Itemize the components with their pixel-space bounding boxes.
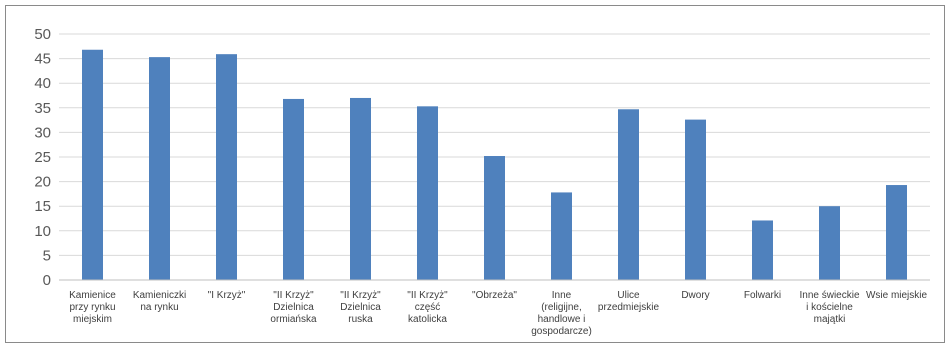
bar (886, 185, 907, 280)
x-tick-label-line: Dzielnica (340, 302, 381, 313)
x-tick-label-line: "II Krzyż" (273, 290, 314, 301)
x-tick-label-line: Inne świeckie (799, 290, 859, 301)
x-tick-label-line: Kamieniczki (133, 290, 186, 301)
gridlines (59, 33, 930, 256)
x-tick-label: "I Krzyż" (208, 290, 246, 301)
bars (82, 49, 907, 281)
x-tick-label-line: Dwory (681, 290, 709, 301)
y-tick-label: 30 (34, 124, 51, 141)
x-tick-label-line: "II Krzyż" (340, 290, 381, 301)
x-tick-label: "II Krzyż" część katolicka (407, 290, 448, 325)
x-tick-label-line: Inne (552, 290, 572, 301)
y-tick-label: 45 (34, 51, 51, 68)
x-tick-label: Kamieniczki na rynku (133, 290, 186, 313)
x-axis-ticks: Kamienice przy rynku miejskim Kamieniczki na… (69, 290, 927, 337)
x-tick-label-line: przy rynku (69, 302, 115, 313)
y-tick-label: 5 (43, 247, 51, 264)
x-tick-label-line: gospodarcze) (531, 326, 592, 337)
x-tick-label-line: "II Krzyż" (407, 290, 448, 301)
x-tick-label-line: Ulice (617, 290, 640, 301)
x-tick-label: "Obrzeża" (472, 290, 517, 301)
bar (417, 106, 438, 280)
x-tick-label-line: miejskim (73, 314, 112, 325)
y-tick-label: 25 (34, 149, 51, 166)
bar (618, 109, 639, 280)
bar (82, 49, 103, 280)
x-tick-label: "II Krzyż" Dzielnica ormiańska (270, 290, 317, 325)
x-tick-label-line: część (415, 302, 441, 313)
x-tick-label: Ulice przedmiejskie (598, 290, 660, 313)
x-tick-label-line: Wsie miejskie (866, 290, 928, 301)
y-tick-label: 50 (34, 26, 51, 43)
bar (685, 119, 706, 280)
x-tick-label-line: majątki (814, 314, 846, 325)
x-tick-label-line: i kościelne (806, 302, 853, 313)
y-tick-label: 10 (34, 223, 51, 240)
x-tick-label-line: na rynku (140, 302, 178, 313)
x-tick-label-line: handlowe i (538, 314, 586, 325)
bar (350, 97, 371, 281)
x-tick-label-line: "I Krzyż" (208, 290, 246, 301)
bar (283, 98, 304, 280)
x-tick-label-line: przedmiejskie (598, 302, 660, 313)
bar (752, 220, 773, 280)
x-tick-label: Folwarki (744, 290, 781, 301)
y-axis-ticks: 0 5 10 15 20 25 30 35 40 45 50 (34, 26, 51, 289)
y-tick-label: 40 (34, 75, 51, 92)
x-tick-label: Inne świeckie i kościelne majątki (799, 290, 859, 325)
bar (216, 54, 237, 281)
x-tick-label-line: Dzielnica (273, 302, 314, 313)
bar (484, 156, 505, 280)
y-tick-label: 0 (43, 272, 51, 289)
x-tick-label-line: katolicka (408, 314, 447, 325)
bar (551, 192, 572, 280)
y-tick-label: 15 (34, 198, 51, 215)
x-tick-label-line: ormiańska (270, 314, 317, 325)
x-tick-label-line: ruska (348, 314, 373, 325)
x-tick-label: Kamienice przy rynku miejskim (69, 290, 116, 325)
x-tick-label-line: Folwarki (744, 290, 781, 301)
x-tick-label: Dwory (681, 290, 709, 301)
bar (149, 57, 170, 281)
x-tick-label-line: "Obrzeża" (472, 290, 517, 301)
bar (819, 206, 840, 280)
x-tick-label-line: (religijne, (541, 302, 582, 313)
y-tick-label: 20 (34, 174, 51, 191)
x-tick-label-line: Kamienice (69, 290, 116, 301)
x-tick-label: Inne (religijne, handlowe i gospodarcze) (531, 290, 592, 337)
y-tick-label: 35 (34, 100, 51, 117)
x-tick-label: Wsie miejskie (866, 290, 928, 301)
x-tick-label: "II Krzyż" Dzielnica ruska (340, 290, 381, 325)
